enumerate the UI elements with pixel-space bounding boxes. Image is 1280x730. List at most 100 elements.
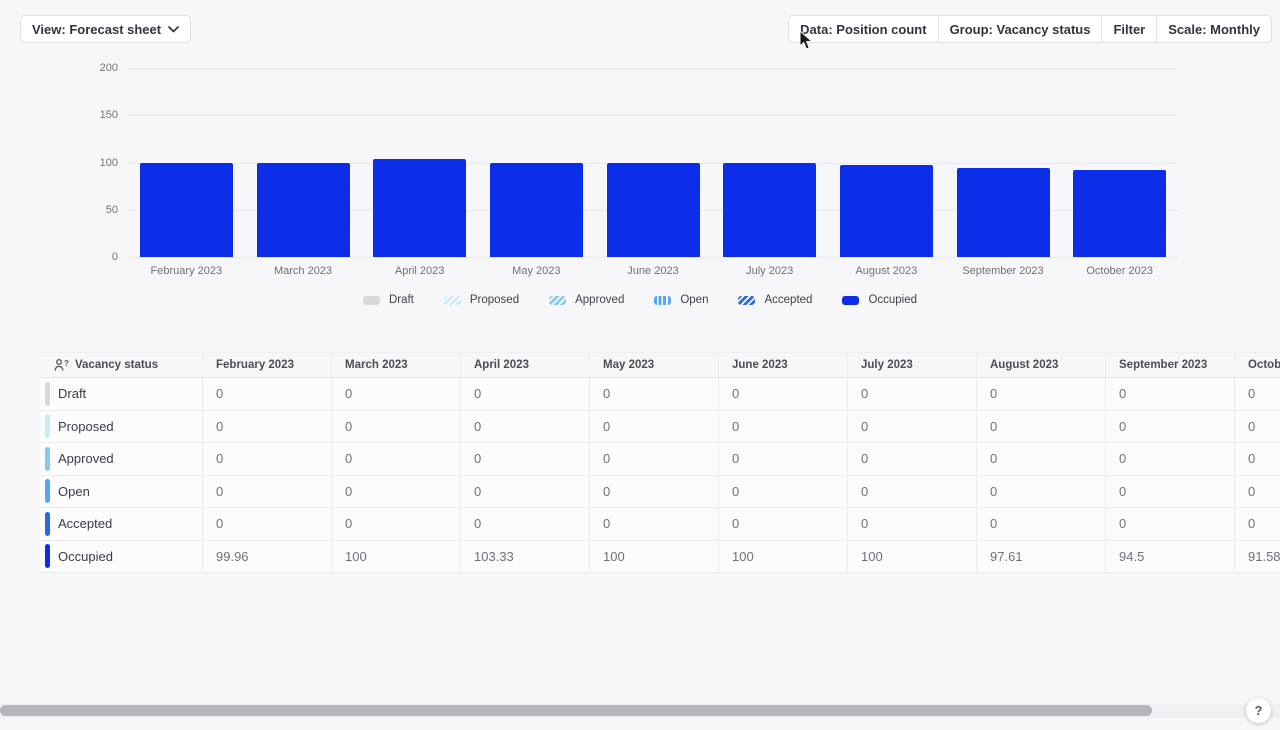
legend-label: Draft <box>388 294 414 306</box>
legend-item-approved[interactable]: Approved <box>549 294 624 306</box>
status-color-pill <box>45 511 50 536</box>
bar-occupied-february-2023[interactable] <box>139 162 233 257</box>
row-label-proposed: Proposed <box>40 410 203 443</box>
help-icon: ? <box>1254 703 1263 718</box>
legend-label: Proposed <box>469 294 520 306</box>
chart-gridline <box>128 115 1178 117</box>
y-axis-tick-label: 200 <box>99 62 118 74</box>
chart-settings-toolbar: Data: Position count Group: Vacancy stat… <box>788 15 1272 43</box>
table-value-cell: 100 <box>590 540 719 573</box>
x-axis-category-label: September 2023 <box>962 265 1044 277</box>
bar-occupied-april-2023[interactable] <box>373 159 467 257</box>
svg-text:?: ? <box>64 359 69 368</box>
table-header-month: April 2023 <box>461 353 590 378</box>
table-header-month: September 2023 <box>1106 353 1235 378</box>
row-label-text: Proposed <box>58 418 114 434</box>
x-axis-category-label: July 2023 <box>746 265 794 277</box>
table-value-cell: 0 <box>1106 378 1235 411</box>
table-value-cell: 0 <box>977 475 1106 508</box>
table-header-month: October 2023 <box>1235 353 1280 378</box>
horizontal-scrollbar-track[interactable] <box>0 704 1280 718</box>
bar-occupied-september-2023[interactable] <box>956 167 1050 257</box>
table-value-cell: 0 <box>461 443 590 476</box>
x-axis-category-label: August 2023 <box>855 265 918 277</box>
legend-label: Open <box>680 294 709 306</box>
table-value-cell: 0 <box>590 378 719 411</box>
legend-swatch-proposed <box>443 295 461 305</box>
bar-occupied-june-2023[interactable] <box>606 162 700 257</box>
row-label-text: Accepted <box>58 516 113 532</box>
table-value-cell: 0 <box>1106 508 1235 541</box>
table-value-cell: 103.33 <box>461 540 590 573</box>
table-value-cell: 94.5 <box>1106 540 1235 573</box>
status-color-pill <box>45 381 50 406</box>
bar-occupied-march-2023[interactable] <box>256 162 350 257</box>
table-value-cell: 0 <box>848 508 977 541</box>
y-axis-tick-label: 100 <box>99 156 118 169</box>
table-value-cell: 0 <box>332 410 461 443</box>
table-value-cell: 0 <box>1235 475 1280 508</box>
table-value-cell: 0 <box>719 410 848 443</box>
legend-item-accepted[interactable]: Accepted <box>738 294 812 306</box>
table-header-month: March 2023 <box>332 353 461 378</box>
table-value-cell: 0 <box>203 443 332 476</box>
x-axis-category-label: March 2023 <box>273 265 333 277</box>
data-selector-button[interactable]: Data: Position count <box>788 15 939 43</box>
bar-occupied-may-2023[interactable] <box>489 162 583 257</box>
bar-occupied-july-2023[interactable] <box>723 162 817 257</box>
table-value-cell: 0 <box>977 378 1106 411</box>
table-value-cell: 0 <box>977 443 1106 476</box>
filter-button[interactable]: Filter <box>1101 15 1158 43</box>
x-axis-category-label: April 2023 <box>394 265 445 277</box>
row-label-text: Approved <box>58 451 114 467</box>
table-value-cell: 0 <box>332 378 461 411</box>
table-value-cell: 0 <box>719 508 848 541</box>
forecast-table-viewport: ? Vacancy status February 2023 March 2023 Ap… <box>40 352 1280 573</box>
table-value-cell: 0 <box>977 508 1106 541</box>
table-value-cell: 0 <box>590 475 719 508</box>
legend-item-draft[interactable]: Draft <box>362 294 414 306</box>
horizontal-scrollbar-thumb[interactable] <box>0 705 1152 716</box>
scale-selector-button[interactable]: Scale: Monthly <box>1156 15 1272 43</box>
row-label-text: Occupied <box>58 548 113 564</box>
table-value-cell: 0 <box>719 475 848 508</box>
table-value-cell: 0 <box>332 508 461 541</box>
table-value-cell: 0 <box>848 475 977 508</box>
forecast-table: ? Vacancy status February 2023 March 2023 Ap… <box>40 352 1280 573</box>
legend-item-open[interactable]: Open <box>654 294 708 306</box>
x-axis-category-label: October 2023 <box>1086 265 1153 277</box>
status-color-pill <box>45 479 50 504</box>
status-color-pill <box>45 414 50 439</box>
table-value-cell: 0 <box>1235 508 1280 541</box>
table-value-cell: 0 <box>1106 475 1235 508</box>
table-value-cell: 97.61 <box>977 540 1106 573</box>
legend-swatch-draft <box>362 295 380 305</box>
help-button[interactable]: ? <box>1246 698 1271 723</box>
chevron-down-icon <box>168 25 179 32</box>
bar-occupied-august-2023[interactable] <box>839 164 933 257</box>
bar-occupied-october-2023[interactable] <box>1073 170 1167 257</box>
y-axis-tick-label: 50 <box>105 203 118 216</box>
table-value-cell: 0 <box>461 410 590 443</box>
table-value-cell: 0 <box>719 443 848 476</box>
table-value-cell: 0 <box>848 378 977 411</box>
legend-label: Occupied <box>868 294 918 306</box>
row-label-text: Draft <box>58 386 87 402</box>
table-value-cell: 0 <box>1106 443 1235 476</box>
table-header-month: February 2023 <box>203 353 332 378</box>
group-selector-button[interactable]: Group: Vacancy status <box>937 15 1103 43</box>
chart-legend: Draft Proposed Approved Open Accepted Occupie… <box>0 294 1280 306</box>
row-label-text: Open <box>58 483 90 499</box>
view-selector-button[interactable]: View: Forecast sheet <box>20 15 192 43</box>
legend-item-proposed[interactable]: Proposed <box>443 294 520 306</box>
table-value-cell: 99.96 <box>203 540 332 573</box>
legend-item-occupied[interactable]: Occupied <box>842 294 917 306</box>
legend-swatch-occupied <box>842 295 860 305</box>
table-row-approved: Approved 0 0 0 0 0 0 0 0 0 <box>40 443 1280 476</box>
row-label-accepted: Accepted <box>40 508 203 541</box>
table-value-cell: 0 <box>1235 443 1280 476</box>
table-body: Draft 0 0 0 0 0 0 0 0 0 Proposed 0 0 0 0 0 0 0 0 0 Approved 0… <box>40 378 1280 573</box>
table-value-cell: 0 <box>332 475 461 508</box>
legend-label: Accepted <box>764 294 813 306</box>
